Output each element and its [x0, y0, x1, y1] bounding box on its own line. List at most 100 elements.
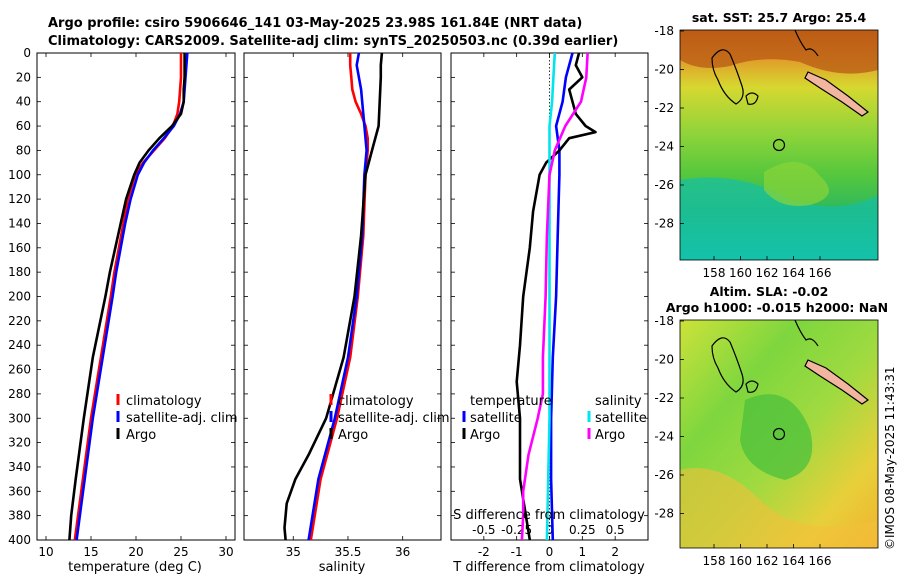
- difference-top-tick-label: -0.25: [501, 523, 532, 537]
- depth-tick-label: 380: [8, 509, 31, 523]
- sla-reef-contour: [711, 337, 744, 393]
- salinity-series-climatology: [309, 53, 370, 540]
- legend-label-satellite: satellite-adj. clim: [126, 411, 238, 426]
- temperature-series-argo: [68, 53, 186, 540]
- depth-tick-label: 320: [8, 436, 31, 450]
- depth-tick-label: 360: [8, 484, 31, 498]
- depth-tick-label: 0: [23, 46, 31, 60]
- depth-tick-label: 260: [8, 363, 31, 377]
- difference-x-tick-label: -2: [478, 545, 490, 559]
- difference-top-tick-label: 0.5: [606, 523, 625, 537]
- sst-warm-region: [680, 30, 878, 74]
- depth-tick-label: 240: [8, 338, 31, 352]
- salinity-axes: [243, 52, 442, 541]
- map-lat-tick-label: -18: [654, 314, 674, 328]
- depth-tick-label: 100: [8, 168, 31, 182]
- map-lat-tick-label: -24: [654, 430, 674, 444]
- difference-x-tick-label: 1: [579, 545, 587, 559]
- map-lat-tick-label: -28: [654, 507, 674, 521]
- sla-map-title-1: Altim. SLA: -0.02: [710, 284, 829, 299]
- watermark: ©IMOS 08-May-2025 11:43:31: [883, 366, 897, 550]
- difference-x-tick-label: 0: [546, 545, 554, 559]
- sla-map: [680, 320, 878, 548]
- depth-tick-label: 140: [8, 216, 31, 230]
- map-lon-tick-label: 164: [782, 266, 805, 280]
- sst-map-title: sat. SST: 25.7 Argo: 25.4: [692, 10, 867, 25]
- legend-group-salinity: salinity: [595, 394, 642, 409]
- sst-cool-region: [680, 177, 878, 260]
- difference-top-tick-label: 0.25: [569, 523, 596, 537]
- difference-series-s-satellite: [545, 53, 557, 540]
- depth-tick-label: 120: [8, 192, 31, 206]
- depth-tick-label: 300: [8, 411, 31, 425]
- map-lat-tick-label: -22: [654, 391, 674, 405]
- depth-tick-label: 200: [8, 290, 31, 304]
- temperature-axes: [36, 52, 236, 541]
- salinity-legend: climatology satellite-adj. clim Argo: [329, 394, 450, 443]
- map-lat-tick-label: -28: [654, 217, 674, 231]
- depth-tick-label: 60: [16, 119, 31, 133]
- sla-new-caledonia-island: [804, 359, 870, 405]
- salinity-x-tick-label: 35: [286, 545, 301, 559]
- temperature-series-climatology: [73, 53, 183, 540]
- legend-label-satellite: satellite-adj. clim: [338, 411, 450, 426]
- depth-tick-label: 280: [8, 387, 31, 401]
- depth-tick-label: 180: [8, 265, 31, 279]
- legend-label-climatology: climatology: [126, 394, 202, 409]
- salinity-x-tick-label: 36: [395, 545, 410, 559]
- temperature-legend: climatology satellite-adj. clim Argo: [116, 394, 238, 443]
- map-lon-tick-label: 158: [703, 266, 726, 280]
- sst-new-caledonia-island: [804, 71, 870, 117]
- temperature-xlabel: temperature (deg C): [68, 560, 202, 575]
- difference-legend: temperature satellite Argo salinity sate…: [462, 394, 647, 443]
- map-lat-tick-label: -20: [654, 63, 674, 77]
- depth-tick-label: 20: [16, 70, 31, 84]
- map-lat-tick-label: -26: [654, 468, 674, 482]
- map-lon-tick-label: 166: [809, 554, 832, 568]
- sst-small-contour: [745, 92, 759, 105]
- sst-reef-contour: [711, 49, 744, 105]
- sst-map: [680, 30, 878, 260]
- depth-tick-label: 160: [8, 241, 31, 255]
- map-lon-tick-label: 164: [782, 554, 805, 568]
- depth-tick-label: 340: [8, 460, 31, 474]
- depth-tick-label: 40: [16, 95, 31, 109]
- title-line-2: Climatology: CARS2009. Satellite-adj cli…: [48, 34, 618, 49]
- map-lon-tick-label: 160: [729, 554, 752, 568]
- legend-group-temperature: temperature: [470, 394, 552, 409]
- legend-label-t-argo: Argo: [470, 428, 500, 443]
- map-lon-tick-label: 162: [756, 266, 779, 280]
- sst-map-frame: [679, 29, 879, 261]
- salinity-series-argo: [283, 53, 384, 540]
- map-lat-tick-label: -26: [654, 178, 674, 192]
- sla-low-region: [740, 394, 813, 480]
- difference-top-tick-label: -0.5: [472, 523, 495, 537]
- map-lon-tick-label: 158: [703, 554, 726, 568]
- sla-high-region: [680, 468, 878, 548]
- map-lat-tick-label: -22: [654, 101, 674, 115]
- difference-series-s-argo: [520, 53, 589, 540]
- difference-xlabel: T difference from climatology: [452, 560, 645, 575]
- depth-tick-label: 80: [16, 143, 31, 157]
- map-lon-tick-label: 160: [729, 266, 752, 280]
- difference-top-xlabel: S difference from climatology: [453, 508, 645, 523]
- difference-x-tick-label: 2: [611, 545, 619, 559]
- sla-map-frame: [679, 319, 879, 549]
- map-lat-tick-label: -20: [654, 353, 674, 367]
- depth-tick-label: 220: [8, 314, 31, 328]
- legend-label-s-argo: Argo: [595, 428, 625, 443]
- map-lat-tick-label: -24: [654, 140, 674, 154]
- sla-argo-location: [772, 427, 786, 441]
- temperature-x-tick-label: 30: [218, 545, 233, 559]
- map-lon-tick-label: 162: [756, 554, 779, 568]
- title-line-1: Argo profile: csiro 5906646_141 03-May-2…: [48, 16, 582, 31]
- difference-x-tick-label: -1: [511, 545, 523, 559]
- legend-label-argo: Argo: [126, 428, 156, 443]
- sla-map-title-2: Argo h1000: -0.015 h2000: NaN: [666, 300, 888, 315]
- sla-small-contour: [745, 380, 759, 393]
- temperature-x-tick-label: 20: [128, 545, 143, 559]
- map-lat-tick-label: -18: [654, 24, 674, 38]
- temperature-x-tick-label: 15: [83, 545, 98, 559]
- legend-label-argo: Argo: [338, 428, 368, 443]
